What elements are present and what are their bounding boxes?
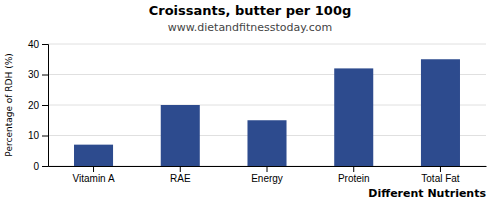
subtitle: www.dietandfitnesstoday.com <box>168 21 332 34</box>
y-axis: 0 10 20 30 40 <box>28 39 49 172</box>
x-axis-label: Different Nutrients <box>368 187 486 200</box>
grid <box>48 44 486 166</box>
tick-label: 20 <box>28 100 40 111</box>
tick: RAE <box>170 166 191 184</box>
tick-mark <box>42 105 48 106</box>
tick-mark <box>353 166 354 172</box>
y-axis-label: Percentage of RDH (%) <box>4 53 14 156</box>
bar <box>74 145 113 166</box>
tick-mark <box>180 166 181 172</box>
tick: 10 <box>28 130 48 141</box>
tick-label: Protein <box>338 173 370 184</box>
tick-mark <box>42 44 48 45</box>
tick-label: 0 <box>33 161 39 172</box>
tick: Vitamin A <box>73 166 115 184</box>
tick-mark <box>440 166 441 172</box>
tick-mark <box>267 166 268 172</box>
tick-mark <box>42 75 48 76</box>
bars <box>74 59 460 166</box>
tick: 20 <box>28 100 48 111</box>
tick-label: 40 <box>28 39 40 50</box>
tick: 30 <box>28 69 48 80</box>
tick: 0 <box>33 161 48 172</box>
grid-line <box>48 44 486 45</box>
bar <box>247 120 286 166</box>
tick-mark <box>42 166 48 167</box>
grid-line <box>48 105 486 106</box>
tick-label: 10 <box>28 130 40 141</box>
tick-label: Total Fat <box>421 173 460 184</box>
tick: Energy <box>251 166 283 184</box>
plot: Vitamin A RAE Energy Protein Total Fat 0 10 20 3… <box>28 39 487 184</box>
x-axis: Vitamin A RAE Energy Protein Total Fat <box>49 166 487 184</box>
tick-label: Vitamin A <box>73 173 115 184</box>
tick-label: RAE <box>170 173 191 184</box>
title: Croissants, butter per 100g <box>149 3 352 18</box>
grid-line <box>48 74 486 75</box>
tick: Total Fat <box>421 166 460 184</box>
bar <box>334 68 373 166</box>
tick: 40 <box>28 39 48 50</box>
tick-label: 30 <box>28 69 40 80</box>
tick-mark <box>93 166 94 172</box>
bar <box>161 105 200 166</box>
tick: Protein <box>338 166 370 184</box>
tick-mark <box>42 136 48 137</box>
bar <box>421 59 460 166</box>
chart: Croissants, butter per 100g www.dietandfi… <box>0 0 500 200</box>
tick-label: Energy <box>251 173 283 184</box>
axis-domain <box>42 45 49 167</box>
